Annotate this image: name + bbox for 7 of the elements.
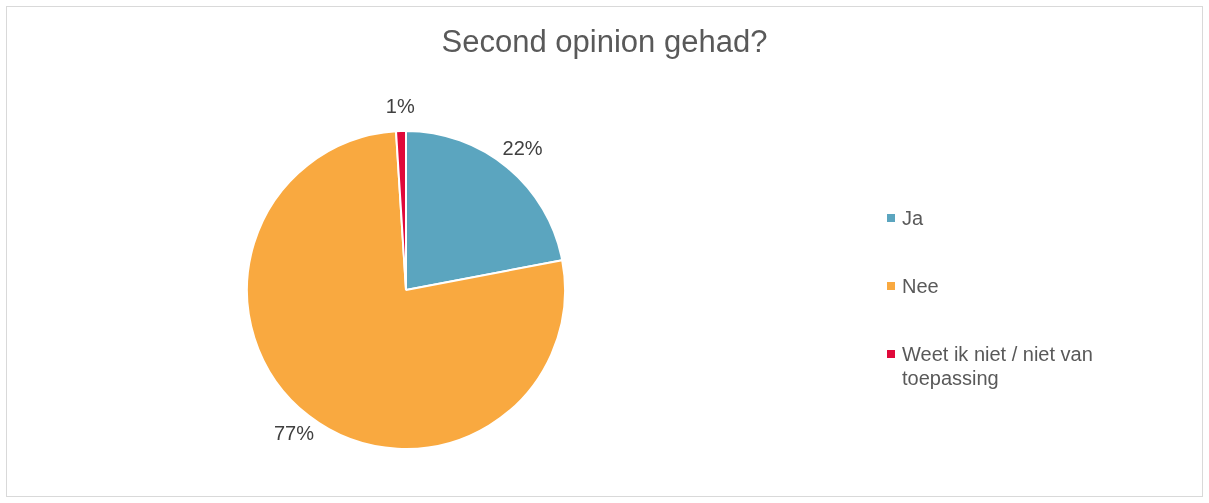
data-label: 77% (273, 422, 315, 444)
data-label: 22% (502, 136, 543, 159)
legend-label: Weet ik niet / niet van toepassing (902, 342, 1094, 390)
legend-label: Nee (902, 274, 939, 298)
legend-label: Ja (902, 206, 924, 230)
chart-title: Second opinion gehad? (440, 24, 769, 60)
data-label: 1% (385, 94, 415, 117)
